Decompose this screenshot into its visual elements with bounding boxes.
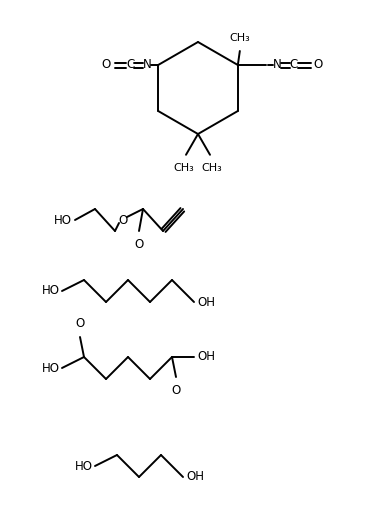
Text: HO: HO xyxy=(75,459,93,472)
Text: N: N xyxy=(143,59,152,71)
Text: CH₃: CH₃ xyxy=(229,33,250,43)
Text: OH: OH xyxy=(186,470,204,483)
Text: O: O xyxy=(101,59,110,71)
Text: O: O xyxy=(134,238,144,251)
Text: O: O xyxy=(118,213,128,226)
Text: HO: HO xyxy=(42,284,60,297)
Text: C: C xyxy=(126,59,134,71)
Text: C: C xyxy=(290,59,298,71)
Text: O: O xyxy=(314,59,323,71)
Text: OH: OH xyxy=(197,351,215,364)
Text: CH₃: CH₃ xyxy=(201,163,223,173)
Text: N: N xyxy=(272,59,281,71)
Text: HO: HO xyxy=(42,362,60,375)
Text: HO: HO xyxy=(54,213,72,226)
Text: OH: OH xyxy=(197,295,215,309)
Text: O: O xyxy=(171,384,181,397)
Text: CH₃: CH₃ xyxy=(173,163,195,173)
Text: O: O xyxy=(75,317,85,330)
